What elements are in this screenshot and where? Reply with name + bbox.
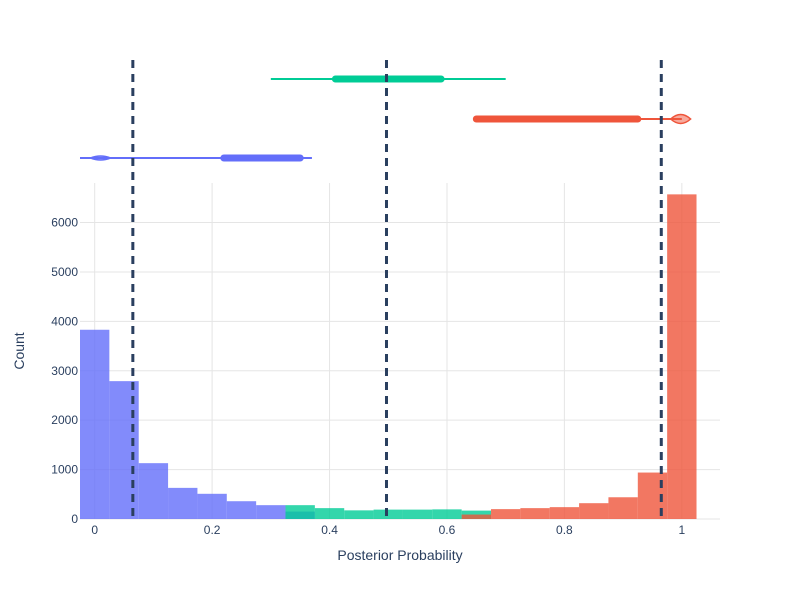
histogram-bar-series-1 <box>256 505 286 519</box>
violin-density <box>88 155 113 161</box>
histogram-bar-series-2 <box>344 510 374 519</box>
x-tick-label: 0 <box>91 523 98 537</box>
x-tick-label: 0.8 <box>556 523 573 537</box>
histogram-bar-series-1 <box>226 501 257 519</box>
violin-density <box>669 113 692 125</box>
reference-lines-layer <box>131 60 663 520</box>
histogram-bar-series-1 <box>138 463 169 519</box>
y-tick-label: 3000 <box>51 364 78 378</box>
x-axis-label: Posterior Probability <box>337 547 462 563</box>
tick-labels-layer: 0 0.2 0.4 0.6 0.8 1 0 1000 2000 3000 4000 5000 6000 <box>51 216 685 537</box>
histogram-bar-series-1 <box>197 493 227 519</box>
histogram-bar-series-3 <box>608 497 638 519</box>
y-tick-label: 0 <box>71 512 78 526</box>
y-axis-label: Count <box>11 332 27 369</box>
histogram-bar-series-1 <box>168 487 198 519</box>
violin-layer <box>80 75 692 162</box>
x-tick-label: 0.2 <box>204 523 221 537</box>
histogram-bar-series-2 <box>402 509 433 519</box>
histogram-bar-series-2 <box>314 508 345 519</box>
violin-density <box>376 76 401 82</box>
histogram-bar-series-2 <box>432 509 462 519</box>
histogram-bar-series-3 <box>491 509 521 519</box>
histogram-bar-series-3 <box>549 507 580 519</box>
y-tick-label: 5000 <box>51 265 78 279</box>
histogram-bar-series-3 <box>520 508 550 519</box>
y-tick-label: 6000 <box>51 216 78 230</box>
y-tick-label: 4000 <box>51 314 78 328</box>
histogram-bar-series-2 <box>373 509 403 519</box>
y-tick-label: 1000 <box>51 463 78 477</box>
histogram-bar-series-3 <box>579 503 609 519</box>
histogram-bar-series-2 <box>285 505 315 519</box>
histogram-bar-series-1 <box>80 329 110 519</box>
x-tick-label: 1 <box>678 523 685 537</box>
y-tick-label: 2000 <box>51 413 78 427</box>
x-tick-label: 0.6 <box>439 523 456 537</box>
histogram-bar-series-3 <box>461 514 492 519</box>
histogram-bar-series-3 <box>667 194 697 520</box>
x-tick-label: 0.4 <box>321 523 338 537</box>
